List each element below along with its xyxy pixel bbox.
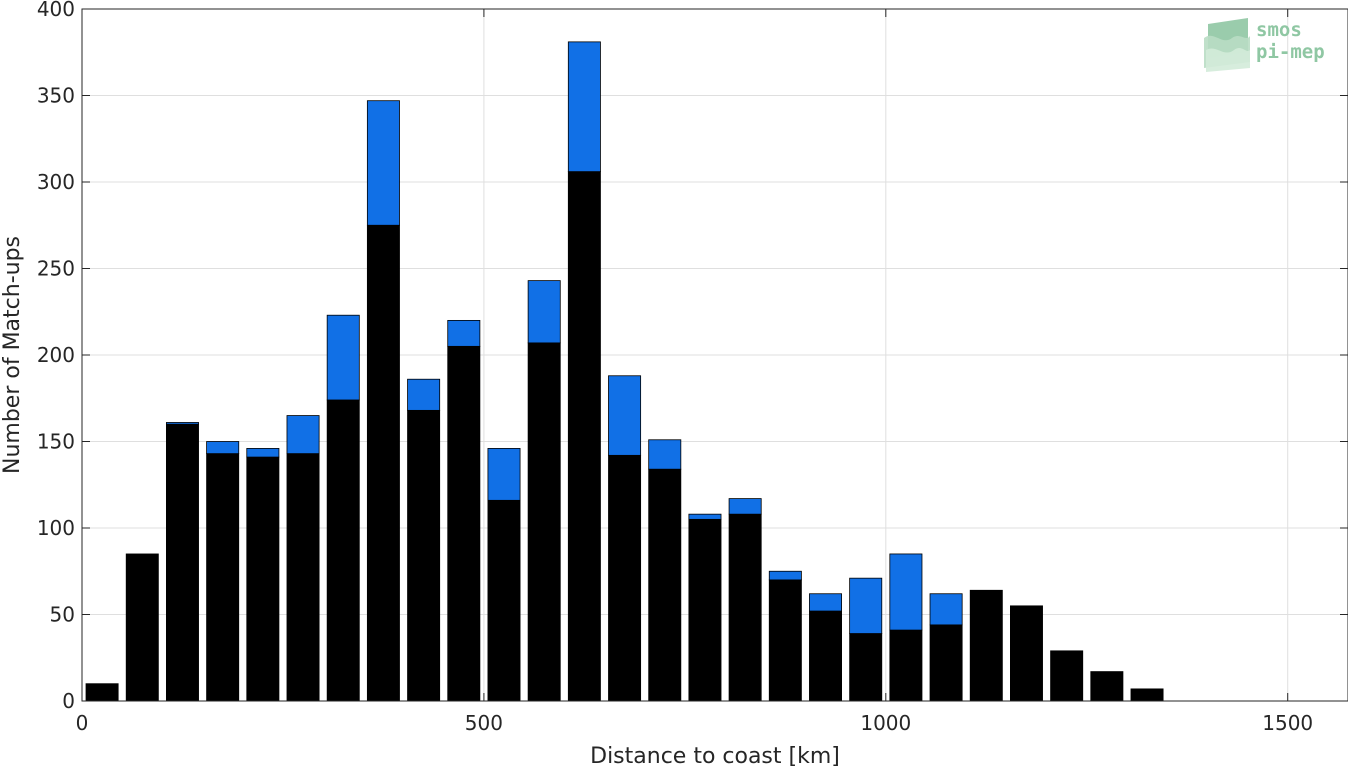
ticks: 0 50 100 150 200 250 300 350 400 0 500 1000 1500 (37, 0, 1348, 735)
bar-segment-primary (206, 453, 240, 702)
bar-segment-primary (849, 633, 883, 702)
bar-segment-primary (889, 629, 923, 702)
bar-segment-primary (1090, 671, 1124, 702)
y-tick-label: 50 (50, 603, 75, 627)
bar-segment-secondary (487, 448, 521, 501)
bar-segment-secondary (326, 314, 360, 401)
x-tick-label: 0 (76, 711, 89, 735)
bar-segment-secondary (929, 593, 963, 626)
y-tick-label: 150 (37, 430, 75, 454)
bar-segment-primary (246, 456, 280, 702)
bar-segment-secondary (567, 41, 601, 173)
bar-segment-primary (648, 468, 682, 702)
bar-segment-secondary (447, 319, 481, 347)
y-tick-label: 200 (37, 343, 75, 367)
bar-segment-primary (929, 624, 963, 702)
bar-segment-secondary (206, 441, 240, 455)
bar-segment-primary (487, 499, 521, 702)
bar-segment-primary (286, 453, 320, 702)
y-tick-label: 250 (37, 257, 75, 281)
x-tick-label: 1500 (1262, 711, 1313, 735)
bar-segment-primary (85, 683, 119, 702)
y-tick-label: 100 (37, 516, 75, 540)
x-tick-label: 500 (465, 711, 503, 735)
bar-segment-primary (1130, 688, 1164, 702)
bar-segment-secondary (527, 280, 561, 344)
bar-segment-primary (969, 589, 1003, 702)
y-tick-label: 400 (37, 0, 75, 21)
bar-segment-primary (366, 224, 400, 702)
bar-segment-primary (407, 409, 441, 702)
bar-segment-secondary (608, 375, 642, 456)
y-tick-label: 300 (37, 170, 75, 194)
bar-segment-primary (1010, 605, 1043, 702)
logo-text-line2: pi-mep (1256, 41, 1325, 63)
smos-pi-mep-logo: smos pi-mep (1202, 16, 1342, 76)
bar-segment-secondary (286, 415, 320, 455)
bar-segment-primary (447, 345, 481, 702)
bar-segment-secondary (849, 577, 883, 634)
bar-segment-secondary (889, 553, 923, 631)
logo-mark-icon (1204, 18, 1250, 72)
y-tick-label: 0 (62, 689, 75, 713)
bar-segment-secondary (648, 439, 682, 470)
bar-segment-primary (1050, 650, 1084, 702)
bar-segment-secondary (688, 513, 722, 520)
bar-segment-primary (567, 171, 601, 702)
bar-segment-primary (165, 423, 199, 702)
bar-segment-secondary (165, 422, 199, 425)
bar-segment-secondary (728, 498, 762, 515)
bar-segment-primary (608, 454, 642, 702)
x-tick-label: 1000 (860, 711, 911, 735)
bars (85, 41, 1164, 702)
y-tick-label: 350 (37, 84, 75, 108)
bar-segment-secondary (768, 570, 802, 581)
bar-segment-primary (688, 518, 722, 702)
bar-segment-primary (768, 579, 802, 702)
bar-segment-secondary (246, 448, 280, 458)
bar-segment-secondary (366, 100, 400, 226)
bar-segment-primary (809, 610, 843, 702)
bar-segment-primary (326, 399, 360, 702)
y-axis-label: Number of Match-ups (0, 236, 25, 474)
bar-segment-primary (728, 513, 762, 702)
bar-segment-primary (527, 342, 561, 702)
x-axis-label: Distance to coast [km] (590, 744, 840, 768)
bar-segment-primary (125, 553, 159, 702)
bar-segment-secondary (407, 378, 441, 411)
logo-text-line1: smos (1256, 19, 1302, 41)
bar-segment-secondary (809, 593, 843, 612)
